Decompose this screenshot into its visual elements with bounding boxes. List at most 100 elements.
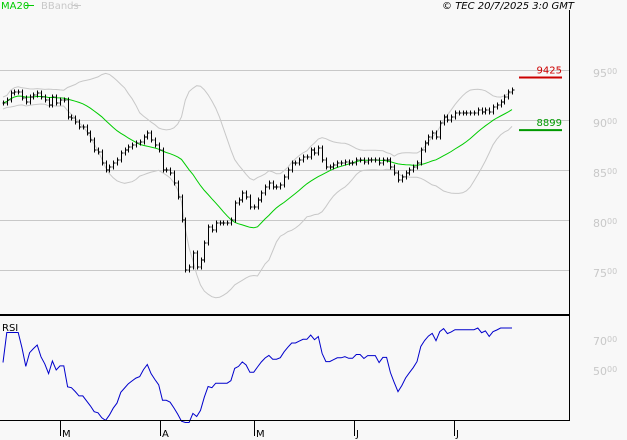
- price-bar: [124, 147, 128, 156]
- price-bar: [477, 107, 481, 116]
- price-bar: [59, 97, 63, 106]
- y-tick-label: 8000: [593, 217, 617, 230]
- price-bar: [150, 130, 154, 143]
- price-bar: [215, 220, 219, 233]
- price-bar: [340, 160, 344, 166]
- price-bar: [146, 130, 150, 140]
- price-bar: [348, 159, 352, 166]
- price-bar: [435, 130, 439, 140]
- price-bar: [48, 97, 52, 108]
- price-bar: [253, 204, 257, 210]
- price-bar: [89, 130, 93, 143]
- price-bar: [336, 160, 340, 168]
- price-bar: [382, 157, 386, 166]
- price-bar: [181, 194, 185, 223]
- price-bar: [500, 99, 504, 108]
- price-bar: [131, 142, 135, 150]
- y-tick-label: 8500: [593, 167, 617, 180]
- price-bar: [184, 217, 188, 273]
- price-bar: [405, 170, 409, 180]
- price-bar: [302, 154, 306, 163]
- price-bar: [488, 107, 492, 115]
- price-bar: [275, 184, 279, 190]
- price-bar: [332, 162, 336, 170]
- price-bar: [469, 110, 473, 116]
- price-bar: [378, 157, 382, 166]
- price-bar: [97, 147, 101, 155]
- price-bar: [481, 107, 485, 115]
- price-bar: [192, 250, 196, 270]
- ma20-line: [2, 95, 513, 229]
- price-bar: [496, 102, 500, 110]
- legend-bbands: BBands: [41, 1, 79, 12]
- price-bar: [443, 114, 447, 126]
- price-bar: [416, 160, 420, 170]
- price-bar: [135, 140, 139, 148]
- price-bar: [268, 180, 272, 190]
- price-bar: [462, 110, 466, 116]
- price-bar: [264, 184, 268, 196]
- price-bar: [454, 110, 458, 120]
- price-bar: [355, 157, 359, 166]
- price-bar: [363, 157, 367, 165]
- bollinger-bands: [2, 72, 513, 299]
- rsi-label: RSI: [2, 323, 18, 334]
- price-bar: [306, 154, 310, 160]
- price-bar: [241, 190, 245, 203]
- price-axis: 9500 9000 8500 8000 7500: [593, 67, 617, 280]
- month-label: J: [355, 429, 359, 440]
- price-bar: [2, 100, 6, 106]
- price-bar: [32, 92, 36, 100]
- price-bar: [321, 145, 325, 163]
- price-bar: [17, 89, 21, 95]
- price-bar: [36, 90, 40, 98]
- price-bar: [67, 97, 71, 120]
- price-bar: [374, 157, 378, 163]
- y-tick-label: 7500: [593, 267, 617, 280]
- price-bar: [439, 120, 443, 140]
- price-bar: [283, 174, 287, 188]
- price-bar: [177, 180, 181, 200]
- price-bar: [74, 115, 78, 125]
- price-bar: [257, 197, 261, 210]
- price-bar: [226, 220, 230, 226]
- legend-ma20: MA20: [1, 1, 29, 12]
- price-bar: [287, 167, 291, 180]
- price-bar: [188, 264, 192, 273]
- price-bar: [203, 240, 207, 263]
- price-bar: [238, 197, 242, 206]
- price-bar: [245, 190, 249, 200]
- price-bar: [21, 89, 25, 101]
- price-bar: [401, 174, 405, 183]
- price-bar: [82, 124, 86, 130]
- rsi-line: [2, 327, 512, 423]
- month-label: A: [162, 429, 169, 440]
- price-bar: [420, 147, 424, 166]
- price-levels: 9425 8899: [519, 66, 562, 132]
- level-label: 8899: [537, 118, 562, 129]
- level-label: 9425: [537, 66, 562, 77]
- month-label: M: [256, 429, 265, 440]
- price-bar: [6, 97, 10, 106]
- price-bar: [78, 119, 82, 130]
- price-bar: [55, 94, 59, 106]
- price-bar: [120, 150, 124, 163]
- price-bar: [458, 110, 462, 116]
- price-bar: [234, 200, 238, 223]
- price-bar: [313, 147, 317, 156]
- price-bar: [408, 167, 412, 176]
- price-bar: [344, 159, 348, 166]
- price-bar: [367, 157, 371, 165]
- rsi-tick-label: 7000: [593, 335, 617, 348]
- price-bar: [207, 224, 211, 246]
- price-bar: [359, 157, 363, 163]
- price-bar: [492, 104, 496, 115]
- price-bar: [219, 220, 223, 226]
- price-bar: [260, 190, 264, 203]
- price-bar: [317, 145, 321, 156]
- price-bar: [44, 94, 48, 103]
- price-bar: [272, 180, 276, 190]
- price-bar: [511, 87, 515, 95]
- price-bar: [25, 95, 29, 105]
